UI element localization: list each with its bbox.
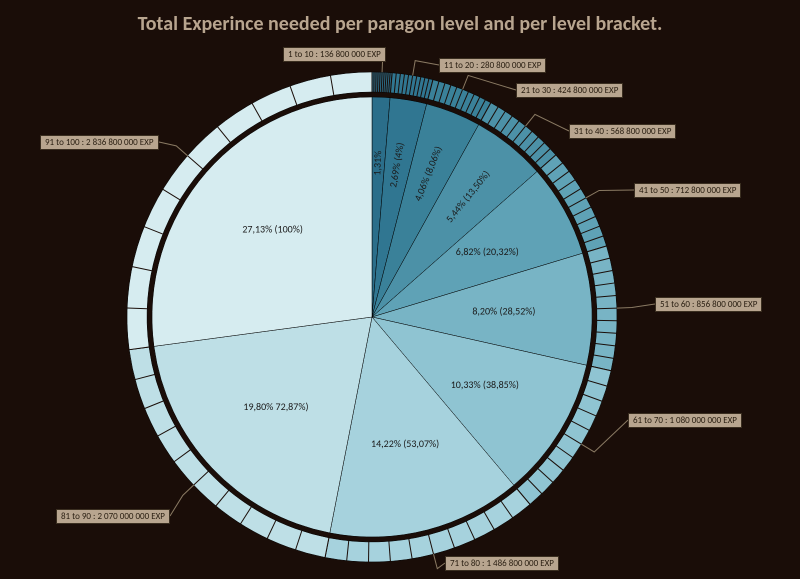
ring-tick <box>379 72 380 92</box>
callout-box: 21 to 30 : 424 800 000 EXP <box>516 83 623 98</box>
slice-label: 27,13% (100%) <box>242 223 303 236</box>
callout-box: 11 to 20 : 280 800 000 EXP <box>439 58 546 73</box>
slice-label: 14,22% (53,07%) <box>371 437 439 450</box>
callout-box: 51 to 60 : 856 800 000 EXP <box>655 297 762 312</box>
callout-box: 91 to 100 : 2 836 800 000 EXP <box>40 135 159 150</box>
slice-label: 10,33% (38,85%) <box>451 378 519 391</box>
slice-label: 1,31% <box>370 150 384 175</box>
slice-label: 6,82% (20,32%) <box>456 245 519 258</box>
callout-box: 1 to 10 : 136 800 000 EXP <box>283 47 386 62</box>
callout-box: 31 to 40 : 568 800 000 EXP <box>569 124 676 139</box>
pie-chart: 1,31%2,69% (4%)4,06% (8,06%)5,44% (13,50… <box>0 0 800 579</box>
callout-leader <box>526 114 569 131</box>
callout-leader <box>586 190 634 198</box>
callout-box: 41 to 50 : 712 800 000 EXP <box>634 183 741 198</box>
callout-box: 81 to 90 : 2 070 000 000 EXP <box>56 509 170 524</box>
callout-leader <box>434 554 445 569</box>
callout-leader <box>159 142 188 156</box>
slice-label: 8,20% (28,52%) <box>472 305 535 318</box>
slice-label: 19,80% 72,87%) <box>243 400 308 413</box>
callout-leader <box>617 304 655 308</box>
callout-leader <box>413 61 439 76</box>
ring-segment <box>390 73 432 99</box>
callout-box: 61 to 70 : 1 080 000 000 EXP <box>628 413 742 428</box>
callout-leader <box>170 485 194 516</box>
callout-leader <box>463 75 516 90</box>
callout-box: 71 to 80 : 1 486 800 000 EXP <box>445 556 559 571</box>
